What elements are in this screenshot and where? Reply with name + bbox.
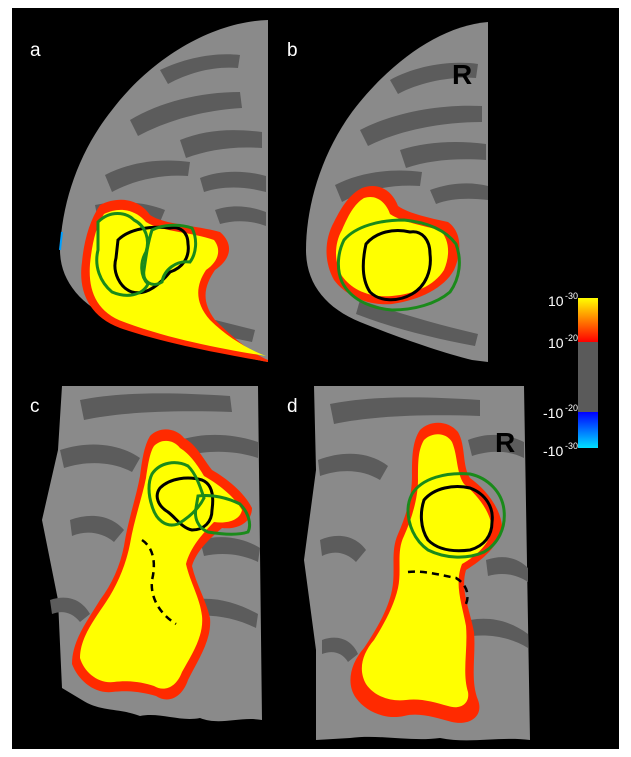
panel-c-sulci (50, 393, 260, 628)
colorbar-label-3-base: -10 (543, 405, 563, 421)
colorbar-label-1-base: 10 (548, 293, 564, 309)
panel-c-label: c (30, 396, 40, 417)
panel-b-hemisphere-label: R (452, 59, 472, 90)
panel-a-label: a (30, 40, 41, 61)
panel-c-roi-green-2 (194, 494, 252, 536)
panel-a (59, 20, 268, 362)
panel-b-roi-green (336, 218, 461, 312)
panel-d-activation-yellow (361, 434, 492, 708)
panel-c (42, 386, 262, 722)
colorbar-neutral (578, 342, 598, 412)
colorbar-label-2-base: 10 (548, 335, 564, 351)
panel-b-roi-black (361, 229, 432, 302)
panel-d (304, 386, 530, 741)
panel-a-activation-yellow (89, 209, 266, 356)
panel-c-roi-green-1 (147, 461, 206, 527)
panel-d-boundary-dashed (407, 570, 469, 605)
panel-a-roi-green-2 (142, 223, 198, 286)
colorbar-negative (578, 412, 598, 448)
panel-b-label: b (287, 40, 298, 61)
panel-a-roi-green-1 (95, 212, 150, 297)
panel-d-roi-green (406, 472, 506, 559)
colorbar-label-2-exp: -20 (565, 333, 578, 343)
colorbar: 10 -30 10 -20 -10 -20 -10 -30 (543, 291, 598, 459)
panel-d-hemisphere-label: R (495, 427, 515, 458)
panel-c-boundary-dashed (141, 538, 177, 626)
colorbar-positive (578, 298, 598, 342)
colorbar-label-3-exp: -20 (565, 403, 578, 413)
panel-d-sulci (318, 397, 528, 662)
panel-b (306, 22, 488, 362)
colorbar-label-1-exp: -30 (565, 291, 578, 301)
panel-d-label: d (287, 396, 298, 417)
panel-a-edge-blue (59, 231, 63, 251)
panel-b-sulci (335, 62, 488, 346)
colorbar-label-4-base: -10 (543, 443, 563, 459)
colorbar-label-4-exp: -30 (565, 441, 578, 451)
panel-d-roi-black (419, 485, 494, 553)
